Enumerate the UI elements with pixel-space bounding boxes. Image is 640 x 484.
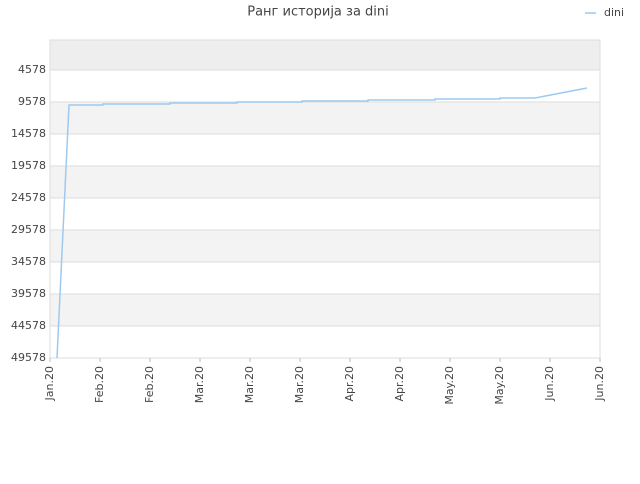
band bbox=[50, 102, 600, 135]
x-tick-label: Apr.20 bbox=[343, 366, 356, 402]
y-tick-label: 14578 bbox=[11, 127, 46, 140]
x-tick-label: Feb.20 bbox=[143, 366, 156, 403]
y-tick-label: 19578 bbox=[11, 159, 46, 172]
x-tick-label: Mar.20 bbox=[293, 366, 306, 403]
band bbox=[50, 230, 600, 263]
band bbox=[50, 326, 600, 358]
x-tick-label: Jun.20 bbox=[543, 366, 556, 402]
band bbox=[50, 262, 600, 295]
x-tick-label: Apr.20 bbox=[393, 366, 406, 402]
band bbox=[50, 40, 600, 71]
y-tick-label: 49578 bbox=[11, 351, 46, 364]
x-tick-label: Mar.20 bbox=[193, 366, 206, 403]
x-tick-label: May.20 bbox=[493, 366, 506, 405]
legend-label: dini bbox=[604, 6, 624, 19]
y-tick-label: 39578 bbox=[11, 287, 46, 300]
band bbox=[50, 70, 600, 103]
x-tick-label: May.20 bbox=[443, 366, 456, 405]
y-tick-label: 44578 bbox=[11, 319, 46, 332]
y-tick-label: 4578 bbox=[18, 63, 46, 76]
band bbox=[50, 166, 600, 199]
x-tick-label: Jan.20 bbox=[43, 366, 56, 401]
band bbox=[50, 198, 600, 231]
y-tick-label: 29578 bbox=[11, 223, 46, 236]
y-tick-label: 24578 bbox=[11, 191, 46, 204]
chart-title: Ранг историја за dini bbox=[247, 5, 389, 20]
y-tick-label: 34578 bbox=[11, 255, 46, 268]
x-tick-label: Feb.20 bbox=[93, 366, 106, 403]
x-tick-label: Mar.20 bbox=[243, 366, 256, 403]
plot-border bbox=[49, 39, 601, 359]
y-tick-label: 9578 bbox=[18, 95, 46, 108]
band bbox=[50, 134, 600, 167]
band bbox=[50, 294, 600, 327]
line bbox=[56, 87, 588, 359]
x-tick-label: Jun.20 bbox=[593, 366, 606, 402]
